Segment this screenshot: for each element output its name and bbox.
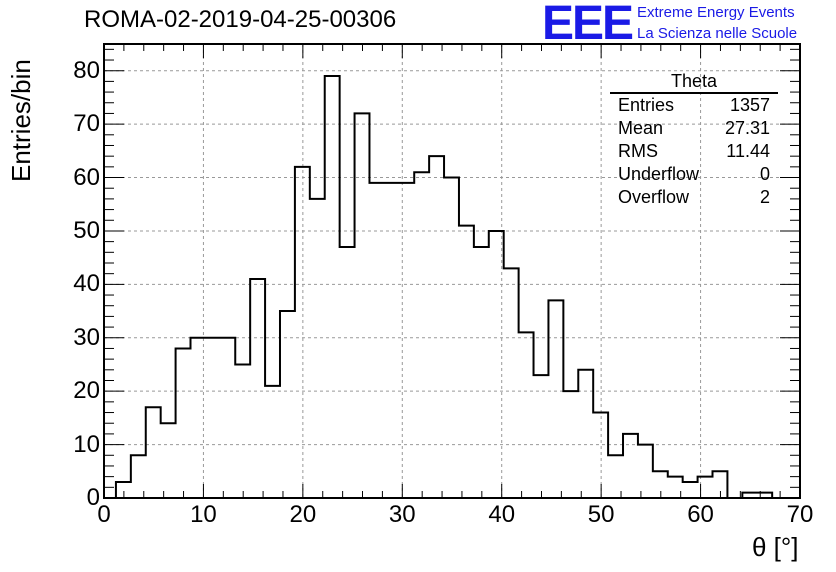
stats-value: 11.44 — [726, 141, 770, 161]
histogram-bin — [161, 423, 176, 498]
histogram-bin — [220, 338, 235, 498]
histogram-bin — [355, 113, 370, 498]
y-tick-label: 10 — [73, 430, 100, 458]
x-axis-label: θ [°] — [752, 532, 799, 562]
histogram-bin — [384, 183, 399, 498]
histogram-bin — [578, 370, 593, 498]
stats-row-mean: Mean 27.31 — [610, 117, 778, 140]
stats-value: 0 — [759, 164, 770, 184]
x-tick-label: 50 — [587, 501, 615, 528]
x-tick-label: 0 — [97, 501, 111, 528]
stats-label: RMS — [618, 141, 658, 161]
histogram-bars — [114, 75, 788, 499]
y-tick-label: 70 — [73, 110, 100, 138]
x-tick-label: 40 — [488, 501, 516, 528]
stats-title: Theta — [610, 70, 778, 94]
histogram-bin — [310, 199, 325, 498]
grid-lines — [104, 44, 800, 498]
histogram-bin — [429, 156, 444, 498]
histogram-bin — [698, 477, 713, 498]
y-tick-label: 40 — [73, 270, 100, 298]
histogram-bin — [548, 300, 563, 498]
histogram-bin — [504, 268, 519, 498]
axis-ticks — [103, 44, 801, 499]
histogram-bin — [563, 391, 578, 498]
histogram-bin — [176, 348, 191, 498]
x-tick-label: 70 — [786, 501, 814, 528]
histogram-bin — [519, 332, 534, 498]
y-tick-label: 0 — [86, 484, 100, 511]
chart-title: ROMA-02-2019-04-25-00306 — [84, 6, 397, 33]
histogram-bin — [265, 386, 280, 498]
stats-row-overflow: Overflow 2 — [610, 186, 778, 209]
histogram-bin — [369, 183, 384, 498]
stats-label: Overflow — [618, 187, 690, 207]
stats-box: Theta Entries 1357 Mean 27.31 RMS 11.44 … — [610, 70, 778, 209]
histogram-bin — [638, 445, 653, 498]
y-tick-label: 80 — [73, 56, 100, 84]
logo-subtitle-2: La Scienza nelle Scuole — [637, 25, 798, 42]
y-axis-label: Entries/bin — [6, 59, 36, 182]
histogram-bin — [280, 311, 295, 498]
stats-label: Entries — [618, 95, 675, 115]
logo-subtitle-1: Extreme Energy Events — [637, 4, 795, 21]
y-tick-label: 50 — [73, 216, 100, 244]
x-tick-label: 30 — [388, 501, 416, 528]
stats-label: Underflow — [618, 164, 700, 184]
plot-frame — [103, 43, 801, 499]
stats-row-rms: RMS 11.44 — [610, 140, 778, 163]
y-tick-label: 30 — [73, 323, 100, 351]
x-tick-label: 20 — [289, 501, 317, 528]
stats-row-underflow: Underflow 0 — [610, 163, 778, 186]
histogram-bin — [534, 375, 549, 498]
stats-label: Mean — [618, 118, 664, 138]
histogram-bin — [683, 482, 698, 498]
histogram-bin — [235, 364, 250, 498]
histogram-bin — [459, 226, 474, 498]
histogram-bin — [250, 279, 265, 498]
stats-value: 2 — [759, 187, 770, 207]
histogram-bin — [414, 172, 429, 498]
eee-logo: EEE — [542, 0, 634, 50]
histogram-bin — [399, 183, 414, 498]
x-tick-label: 60 — [687, 501, 714, 528]
y-tick-label: 60 — [73, 163, 100, 191]
histogram-bin — [146, 407, 161, 498]
x-tick-label: 10 — [190, 501, 217, 528]
histogram-outline — [114, 75, 788, 499]
histogram-bin — [205, 338, 220, 498]
y-tick-label: 20 — [73, 377, 100, 405]
stats-value: 1357 — [729, 95, 770, 115]
stats-value: 27.31 — [724, 118, 770, 138]
histogram-bin — [623, 434, 638, 498]
histogram-bin — [325, 76, 340, 498]
stats-row-entries: Entries 1357 — [610, 94, 778, 117]
